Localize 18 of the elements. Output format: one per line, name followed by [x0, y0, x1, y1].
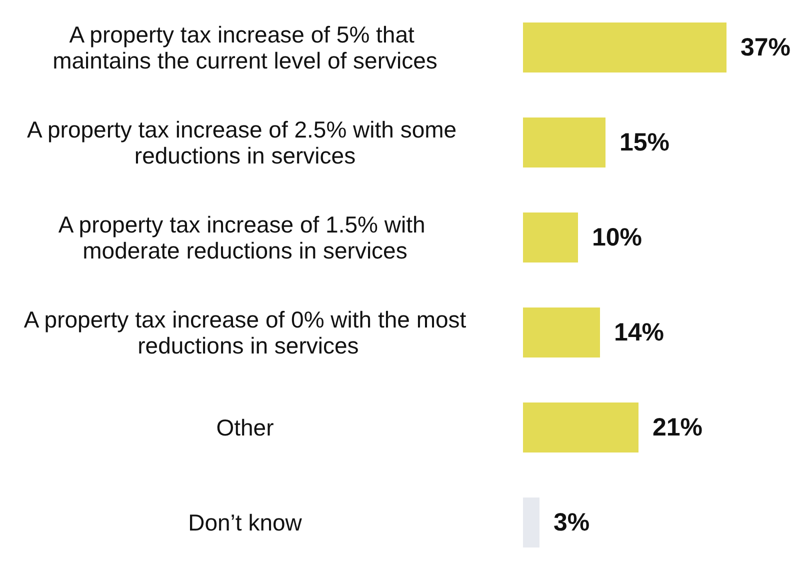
y-tick-label: A property tax increase of 2.5% with some reductions in services [27, 116, 463, 168]
y-tick-label: A property tax increase of 0% with the most reductions in services [24, 306, 467, 358]
y-tick-label: Other [216, 414, 274, 440]
data-label: 3% [554, 508, 590, 536]
data-label: 15% [620, 128, 670, 156]
data-label: 37% [740, 34, 791, 62]
bar [523, 212, 578, 262]
bar [523, 402, 638, 452]
bar [523, 118, 606, 168]
data-label: 21% [652, 414, 703, 442]
bar [523, 498, 540, 548]
y-tick-label: A property tax increase of 5% that maintains the current level of services [52, 22, 438, 74]
y-tick-label: Don’t know [188, 510, 302, 536]
bar [523, 22, 726, 72]
data-label: 10% [592, 224, 642, 252]
bar [523, 308, 600, 358]
y-tick-label: A property tax increase of 1.5% with moderate reductions in services [58, 212, 432, 264]
data-label: 14% [614, 318, 664, 346]
